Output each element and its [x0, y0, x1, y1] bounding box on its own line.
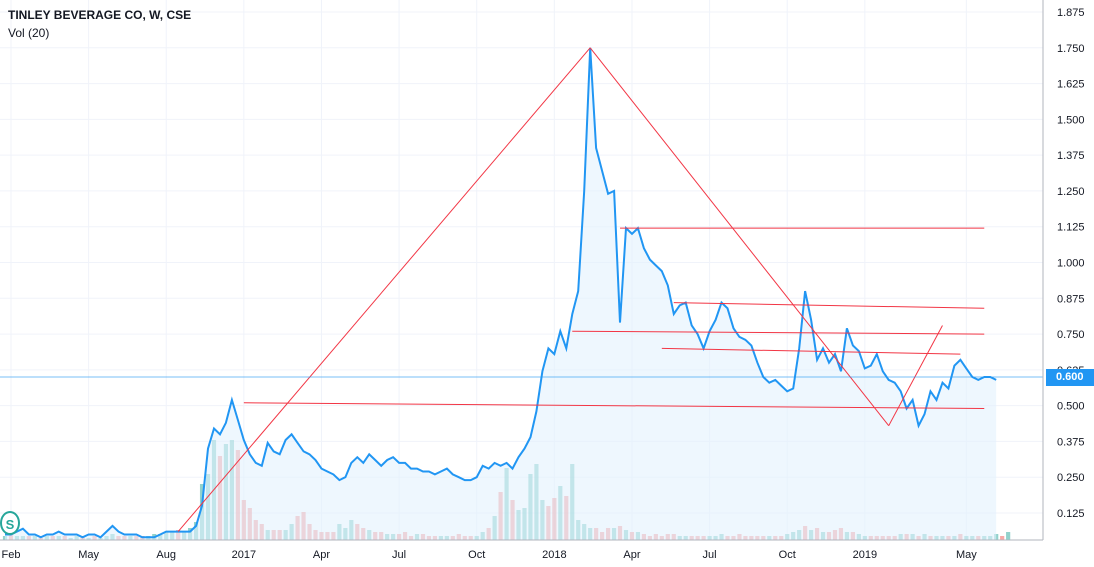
volume-bar — [994, 534, 999, 540]
y-tick-label: 0.125 — [1057, 508, 1085, 520]
y-tick-label: 1.250 — [1057, 186, 1085, 198]
horizontal-level-line — [673, 302, 985, 309]
y-tick-label: 1.125 — [1057, 222, 1085, 234]
y-tick-label: 1.875 — [1057, 7, 1085, 19]
trend-drawings — [177, 47, 985, 532]
y-tick-label: 1.625 — [1057, 79, 1085, 91]
y-tick-label: 1.750 — [1057, 43, 1085, 55]
horizontal-level-line — [572, 330, 985, 335]
y-tick-label: 1.375 — [1057, 150, 1085, 162]
price-line — [5, 47, 997, 539]
x-tick-label: 2018 — [542, 549, 566, 561]
chart-legend: TINLEY BEVERAGE CO, W, CSE Vol (20) — [8, 6, 191, 42]
x-tick-label: May — [78, 549, 99, 561]
y-tick-label: 0.500 — [1057, 401, 1085, 413]
x-tick-label: Apr — [623, 549, 640, 561]
triangle-trendline — [177, 47, 591, 532]
x-tick-label: Oct — [468, 549, 485, 561]
volume-bar — [1006, 532, 1011, 540]
y-tick-label: 0.250 — [1057, 472, 1085, 484]
uptrend-line — [888, 325, 943, 426]
triangle-trendline — [589, 47, 890, 426]
y-tick-label: 0.375 — [1057, 436, 1085, 448]
x-tick-label: 2019 — [853, 549, 877, 561]
x-tick-label: Apr — [313, 549, 330, 561]
x-tick-label: Jul — [392, 549, 406, 561]
x-tick-label: May — [956, 549, 977, 561]
y-axis: 1.875 1.750 1.625 1.500 1.375 1.250 1.125 1.000… — [1042, 0, 1085, 540]
x-tick-label: Jul — [703, 549, 717, 561]
volume-label: Vol (20) — [8, 26, 50, 40]
y-tick-label: 0.875 — [1057, 293, 1085, 305]
x-axis: Feb May Aug 2017 Apr Jul Oct 2018 Apr Jul Oct 2019 M… — [0, 539, 1043, 561]
price-area — [5, 47, 997, 541]
x-tick-label: Feb — [1, 549, 20, 561]
horizontal-level-line — [243, 402, 985, 410]
symbol-title: TINLEY BEVERAGE CO, W, CSE — [8, 8, 192, 22]
horizontal-level-line — [661, 347, 961, 355]
splits-badge[interactable]: S — [0, 511, 20, 535]
y-tick-label: 0.750 — [1057, 329, 1085, 341]
y-tick-label: 1.500 — [1057, 114, 1085, 126]
x-tick-label: 2017 — [232, 549, 256, 561]
x-tick-label: Aug — [156, 549, 176, 561]
x-tick-label: Oct — [779, 549, 796, 561]
y-tick-label: 1.000 — [1057, 258, 1085, 270]
volume-bar — [1000, 536, 1005, 540]
last-price-tag: 0.600 — [1046, 368, 1094, 386]
